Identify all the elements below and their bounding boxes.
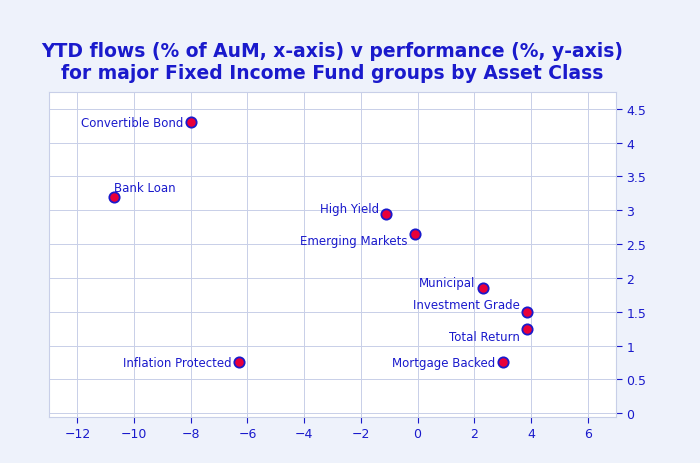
Text: Mortgage Backed: Mortgage Backed	[392, 356, 496, 369]
Point	[108, 194, 120, 201]
Point	[185, 119, 196, 127]
Text: Bank Loan: Bank Loan	[114, 182, 176, 195]
Point	[381, 210, 392, 218]
Title: YTD flows (% of AuM, x-axis) v performance (%, y-axis)
for major Fixed Income Fu: YTD flows (% of AuM, x-axis) v performan…	[41, 42, 624, 83]
Point	[477, 285, 489, 292]
Text: Municipal: Municipal	[419, 276, 476, 289]
Point	[497, 359, 508, 366]
Text: Total Return: Total Return	[449, 331, 519, 344]
Text: Emerging Markets: Emerging Markets	[300, 235, 407, 248]
Point	[233, 359, 244, 366]
Text: Inflation Protected: Inflation Protected	[123, 356, 232, 369]
Point	[521, 325, 532, 332]
Point	[409, 231, 420, 238]
Text: Investment Grade: Investment Grade	[413, 299, 519, 312]
Point	[521, 308, 532, 316]
Text: Convertible Bond: Convertible Bond	[81, 117, 183, 130]
Text: High Yield: High Yield	[320, 202, 379, 215]
